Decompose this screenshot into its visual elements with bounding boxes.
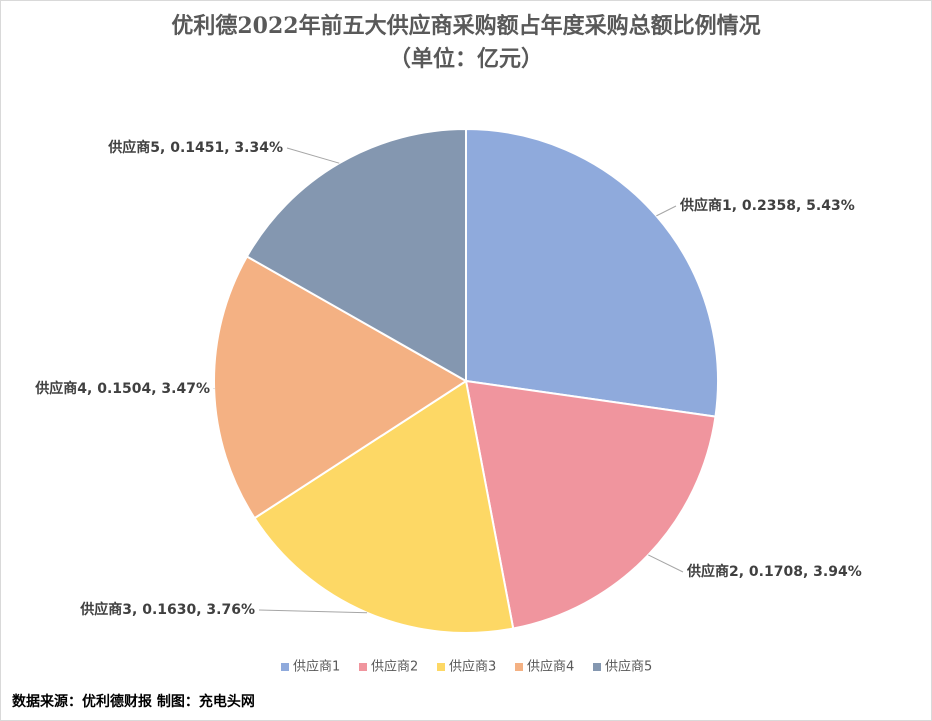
data-label: 供应商5, 0.1451, 3.34% [107,139,283,156]
pie-slice [465,127,719,418]
data-label: 供应商3, 0.1630, 3.76% [79,601,255,618]
legend-swatch [281,663,289,671]
legend-swatch [437,663,445,671]
pie-slice [245,127,467,383]
legend-label: 供应商1 [293,659,340,675]
legend-label: 供应商4 [527,659,574,675]
pie-slice [213,255,468,520]
pie-slice [253,379,515,634]
source-note: 数据来源：优利德财报 制图：充电头网 [12,693,255,710]
leader-line [286,147,340,164]
data-label: 供应商2, 0.1708, 3.94% [686,563,862,580]
legend-label: 供应商2 [371,659,418,675]
legend-swatch [515,663,523,671]
legend-label: 供应商3 [449,659,496,675]
legend-swatch [359,663,367,671]
leader-line [648,554,684,573]
legend-label: 供应商5 [605,659,652,675]
pie-slice [464,379,717,630]
chart-subtitle: （单位：亿元） [389,46,543,72]
legend-swatch [593,663,601,671]
data-label: 供应商4, 0.1504, 3.47% [34,380,210,397]
leader-line [258,609,368,614]
leader-line [656,205,677,217]
data-label: 供应商1, 0.2358, 5.43% [679,197,855,214]
chart-title: 优利德2022年前五大供应商采购额占年度采购总额比例情况 [171,13,760,39]
